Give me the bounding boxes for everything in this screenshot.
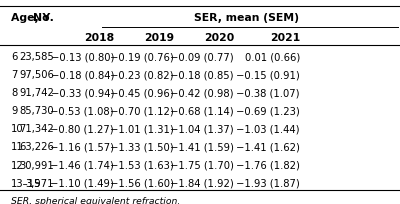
Text: −1.03 (1.44): −1.03 (1.44) <box>236 124 300 134</box>
Text: −0.42 (0.98): −0.42 (0.98) <box>170 88 234 98</box>
Text: 6: 6 <box>11 52 18 62</box>
Text: 71,342: 71,342 <box>19 124 54 134</box>
Text: −1.75 (1.70): −1.75 (1.70) <box>170 160 234 170</box>
Text: SER, spherical equivalent refraction.: SER, spherical equivalent refraction. <box>11 196 180 204</box>
Text: 30,991: 30,991 <box>19 160 54 170</box>
Text: 3,971: 3,971 <box>26 178 54 188</box>
Text: 8: 8 <box>11 88 18 98</box>
Text: −1.04 (1.37): −1.04 (1.37) <box>170 124 234 134</box>
Text: 11: 11 <box>11 142 24 152</box>
Text: 2020: 2020 <box>204 33 234 43</box>
Text: 10: 10 <box>11 124 24 134</box>
Text: 23,585: 23,585 <box>19 52 54 62</box>
Text: −0.69 (1.23): −0.69 (1.23) <box>236 106 300 116</box>
Text: 13–15: 13–15 <box>11 178 42 188</box>
Text: −1.41 (1.59): −1.41 (1.59) <box>170 142 234 152</box>
Text: −1.84 (1.92): −1.84 (1.92) <box>170 178 234 188</box>
Text: SER, mean (SEM): SER, mean (SEM) <box>194 13 298 23</box>
Text: −1.76 (1.82): −1.76 (1.82) <box>236 160 300 170</box>
Text: −1.01 (1.31): −1.01 (1.31) <box>110 124 174 134</box>
Text: −0.09 (0.77): −0.09 (0.77) <box>170 52 234 62</box>
Text: No.: No. <box>33 13 54 23</box>
Text: 12: 12 <box>11 160 24 170</box>
Text: 97,506: 97,506 <box>19 70 54 80</box>
Text: 2018: 2018 <box>84 33 114 43</box>
Text: −0.18 (0.84): −0.18 (0.84) <box>51 70 114 80</box>
Text: 91,742: 91,742 <box>19 88 54 98</box>
Text: −1.33 (1.50): −1.33 (1.50) <box>110 142 174 152</box>
Text: 2021: 2021 <box>270 33 300 43</box>
Text: −0.13 (0.80): −0.13 (0.80) <box>51 52 114 62</box>
Text: 85,730: 85,730 <box>19 106 54 116</box>
Text: 2019: 2019 <box>144 33 174 43</box>
Text: −0.53 (1.08): −0.53 (1.08) <box>50 106 114 116</box>
Text: Age, Y: Age, Y <box>11 13 50 23</box>
Text: −0.19 (0.76): −0.19 (0.76) <box>110 52 174 62</box>
Text: −0.23 (0.82): −0.23 (0.82) <box>110 70 174 80</box>
Text: −1.10 (1.49): −1.10 (1.49) <box>50 178 114 188</box>
Text: 9: 9 <box>11 106 18 116</box>
Text: −1.16 (1.57): −1.16 (1.57) <box>50 142 114 152</box>
Text: −1.53 (1.63): −1.53 (1.63) <box>110 160 174 170</box>
Text: −0.80 (1.27): −0.80 (1.27) <box>50 124 114 134</box>
Text: −1.41 (1.62): −1.41 (1.62) <box>236 142 300 152</box>
Text: −0.70 (1.12): −0.70 (1.12) <box>110 106 174 116</box>
Text: 63,226: 63,226 <box>19 142 54 152</box>
Text: −0.68 (1.14): −0.68 (1.14) <box>170 106 234 116</box>
Text: −1.93 (1.87): −1.93 (1.87) <box>236 178 300 188</box>
Text: −0.45 (0.96): −0.45 (0.96) <box>110 88 174 98</box>
Text: −0.18 (0.85): −0.18 (0.85) <box>170 70 234 80</box>
Text: −0.38 (1.07): −0.38 (1.07) <box>236 88 300 98</box>
Text: 0.01 (0.66): 0.01 (0.66) <box>245 52 300 62</box>
Text: 7: 7 <box>11 70 18 80</box>
Text: −0.15 (0.91): −0.15 (0.91) <box>236 70 300 80</box>
Text: −1.46 (1.74): −1.46 (1.74) <box>50 160 114 170</box>
Text: −1.56 (1.60): −1.56 (1.60) <box>110 178 174 188</box>
Text: −0.33 (0.94): −0.33 (0.94) <box>51 88 114 98</box>
